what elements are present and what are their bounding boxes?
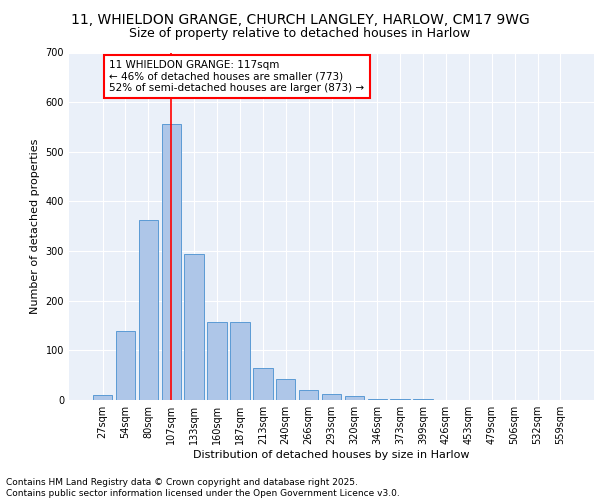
Bar [184,254,204,400]
X-axis label: Distribution of detached houses by size in Harlow: Distribution of detached houses by size … [193,450,470,460]
Text: 11 WHIELDON GRANGE: 117sqm
← 46% of detached houses are smaller (773)
52% of sem: 11 WHIELDON GRANGE: 117sqm ← 46% of deta… [109,60,365,93]
Bar [161,124,181,400]
Bar [139,220,158,400]
Text: Size of property relative to detached houses in Harlow: Size of property relative to detached ho… [130,28,470,40]
Bar [208,322,227,400]
Bar [299,390,319,400]
Bar [116,332,135,400]
Y-axis label: Number of detached properties: Number of detached properties [30,138,40,314]
Text: 11, WHIELDON GRANGE, CHURCH LANGLEY, HARLOW, CM17 9WG: 11, WHIELDON GRANGE, CHURCH LANGLEY, HAR… [71,12,529,26]
Bar [276,378,295,400]
Text: Contains HM Land Registry data © Crown copyright and database right 2025.
Contai: Contains HM Land Registry data © Crown c… [6,478,400,498]
Bar [368,399,387,400]
Bar [230,322,250,400]
Bar [391,399,410,400]
Bar [344,396,364,400]
Bar [322,394,341,400]
Bar [253,368,272,400]
Bar [413,399,433,400]
Bar [93,395,112,400]
